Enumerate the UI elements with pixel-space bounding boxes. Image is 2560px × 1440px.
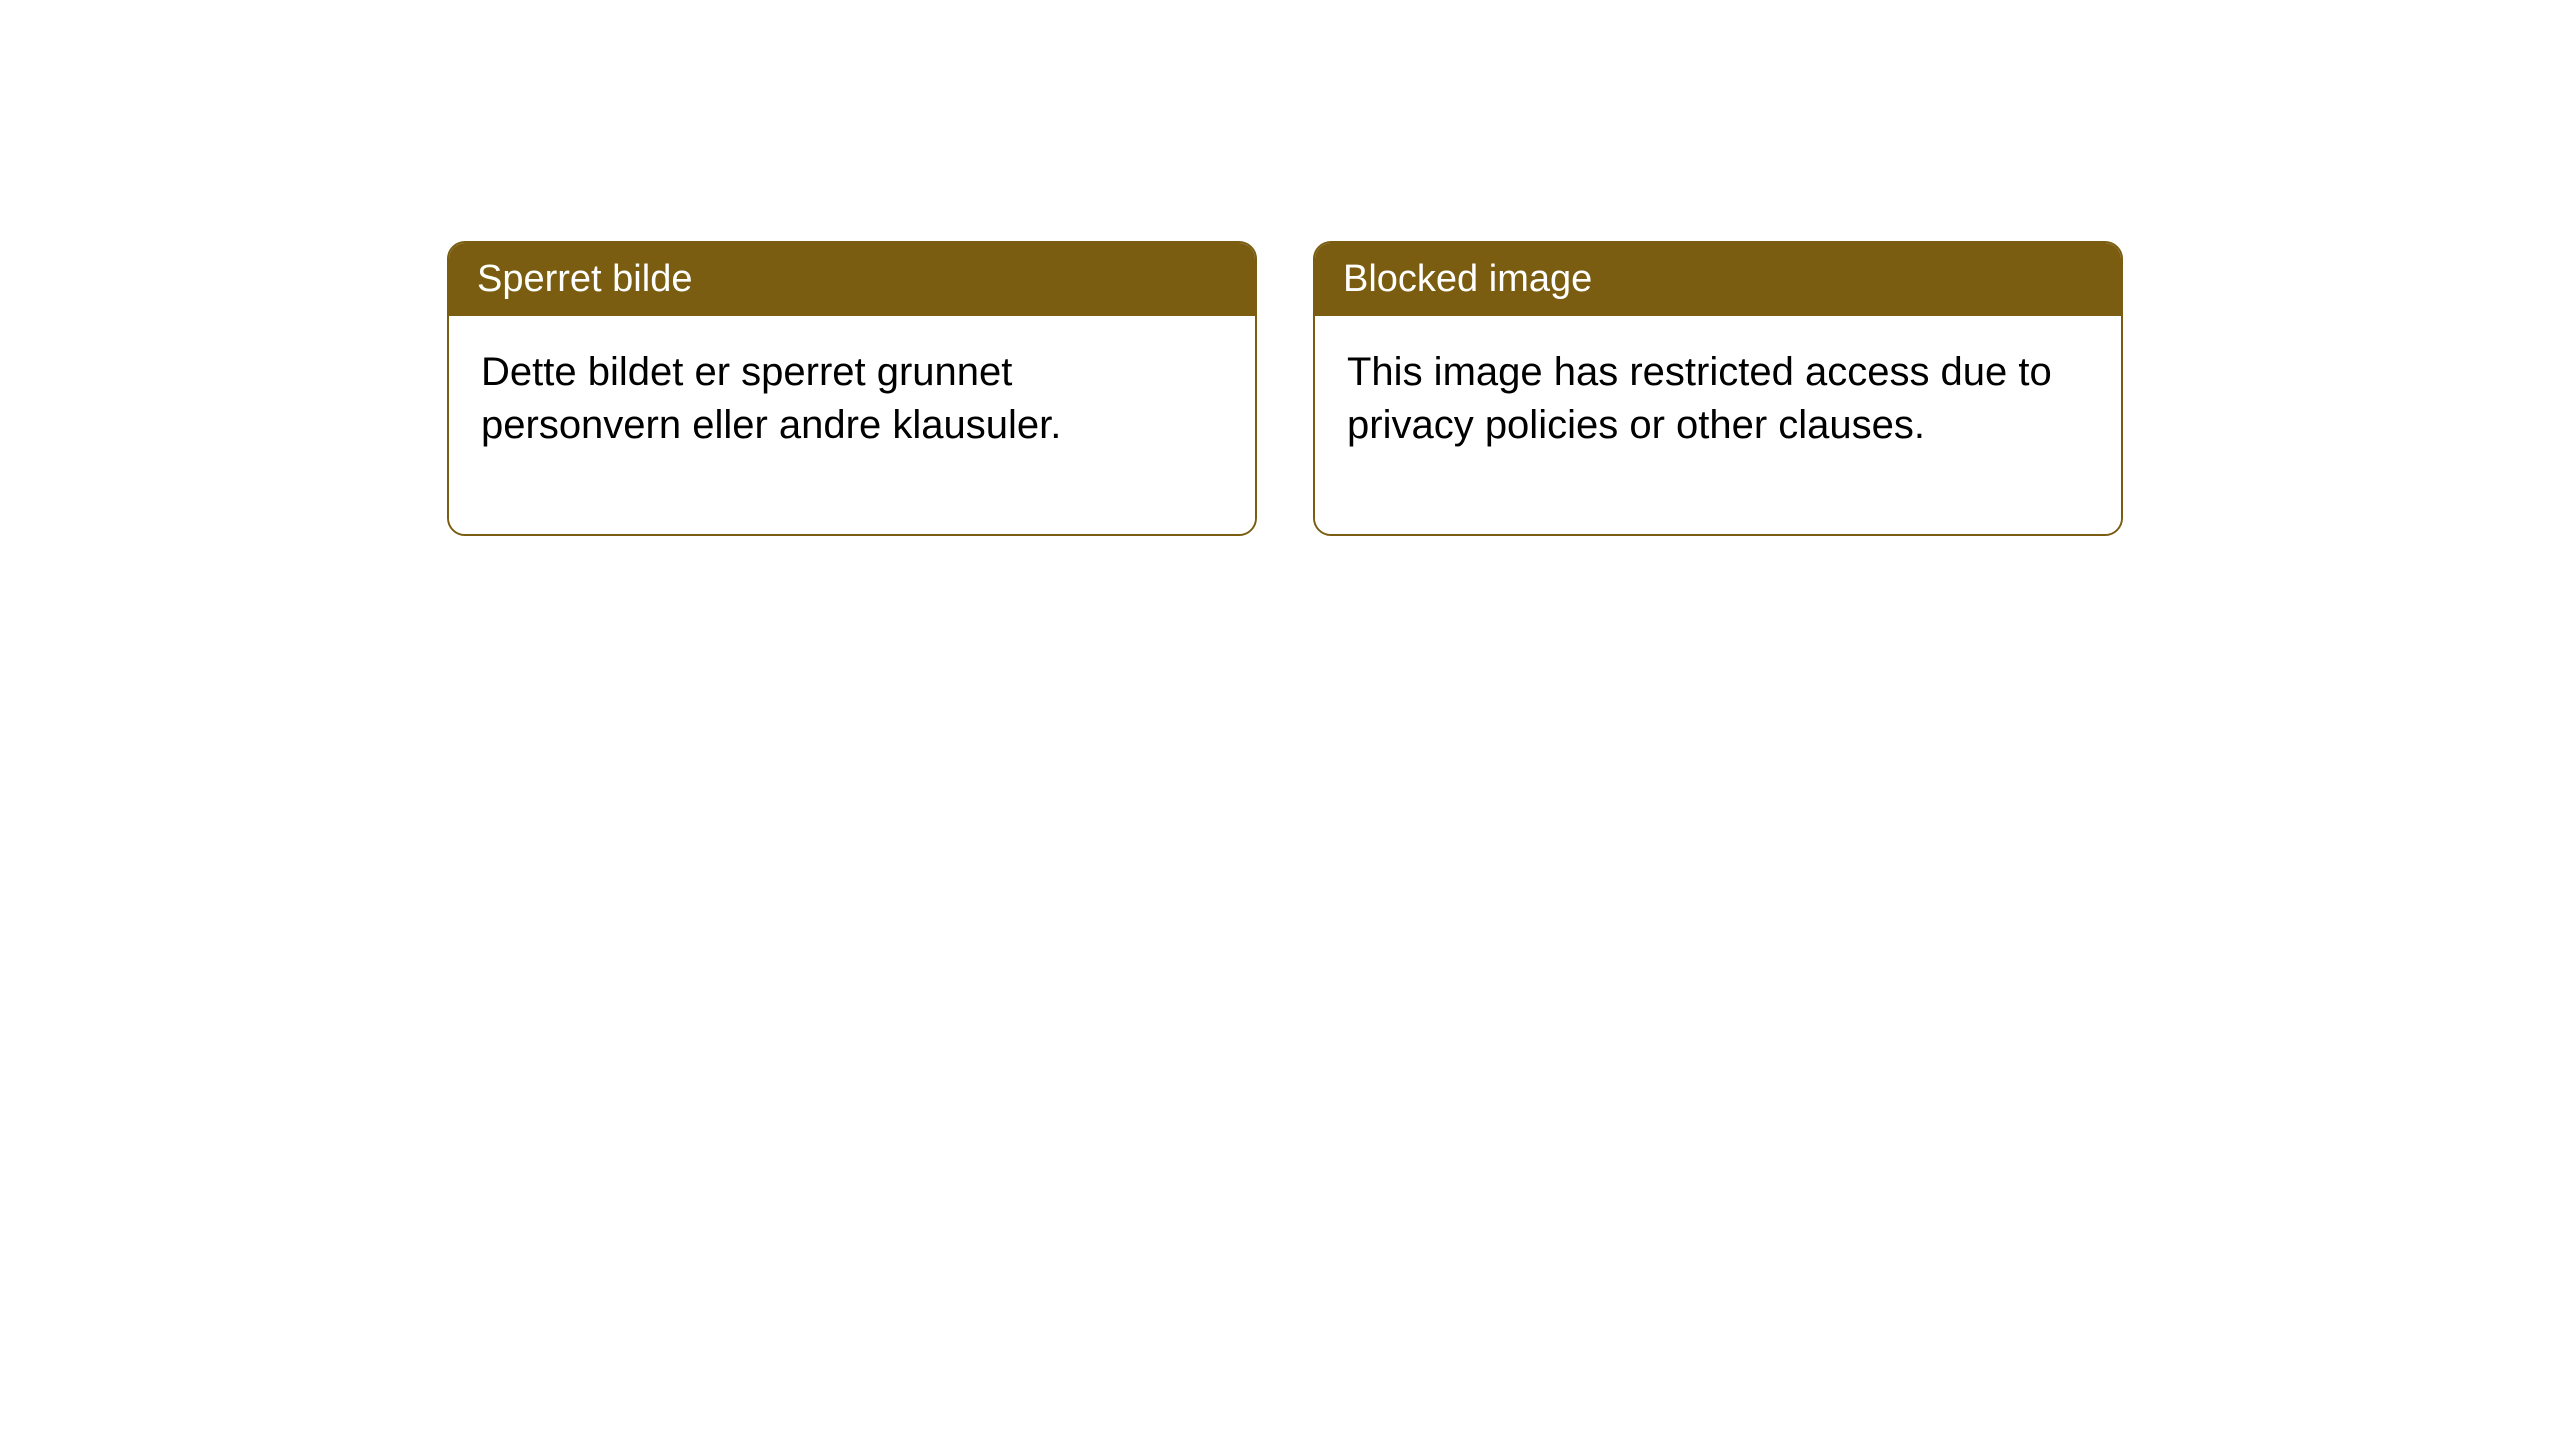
notice-header: Sperret bilde — [449, 243, 1255, 316]
notice-body: This image has restricted access due to … — [1315, 316, 2121, 534]
notice-box-english: Blocked image This image has restricted … — [1313, 241, 2123, 536]
notice-header: Blocked image — [1315, 243, 2121, 316]
notice-container: Sperret bilde Dette bildet er sperret gr… — [447, 241, 2123, 536]
notice-body: Dette bildet er sperret grunnet personve… — [449, 316, 1255, 534]
notice-box-norwegian: Sperret bilde Dette bildet er sperret gr… — [447, 241, 1257, 536]
